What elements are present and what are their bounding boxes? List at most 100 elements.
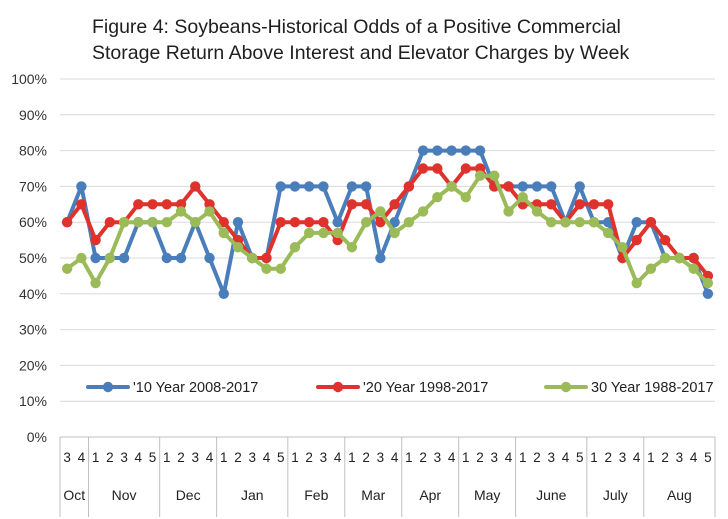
- x-week-label: 2: [305, 450, 313, 465]
- series-3-point: [161, 217, 172, 228]
- series-1-point: [161, 252, 172, 264]
- x-week-label: 5: [277, 450, 285, 465]
- legend-marker-2: [332, 381, 344, 393]
- series-1-point: [289, 181, 301, 192]
- series-2-point: [303, 217, 315, 228]
- series-1-point: [574, 181, 585, 192]
- x-week-label: 1: [462, 450, 470, 465]
- x-week-label: 3: [377, 450, 385, 465]
- series-1-point: [218, 288, 229, 299]
- x-month-label: Feb: [304, 487, 328, 503]
- series-2-point: [346, 199, 358, 210]
- series-1-point: [332, 217, 343, 228]
- y-tick-label: 60%: [19, 214, 47, 230]
- y-axis-ticks: 0% 10% 20% 30% 40% 50% 60% 70% 80% 90% 100%: [11, 71, 47, 445]
- x-week-label: 4: [263, 450, 271, 465]
- series-2-point: [503, 181, 514, 192]
- series-3-point: [531, 206, 543, 217]
- series-1-point: [204, 252, 215, 264]
- series-3-point: [403, 217, 415, 228]
- series-3-point: [588, 217, 600, 228]
- y-tick-label: 10%: [19, 393, 47, 409]
- x-month-label: May: [474, 487, 500, 503]
- series-1-point: [360, 181, 372, 192]
- x-week-label: 1: [647, 450, 655, 465]
- x-week-label: 2: [106, 450, 114, 465]
- series-2-point: [417, 163, 429, 174]
- series-2-point: [218, 217, 229, 228]
- series-3-point: [659, 252, 671, 264]
- x-week-label: 5: [576, 450, 584, 465]
- series-3-point: [603, 227, 614, 239]
- series-2-point: [133, 199, 144, 210]
- series-3-point: [517, 191, 528, 203]
- x-week-label: 1: [220, 450, 228, 465]
- y-tick-label: 20%: [19, 357, 47, 373]
- series-3-point: [674, 252, 685, 264]
- x-month-label: Mar: [361, 487, 385, 503]
- x-week-label: 1: [519, 450, 527, 465]
- x-week-label: 4: [334, 450, 342, 465]
- x-week-label: 2: [533, 450, 541, 465]
- series-3-point: [631, 277, 642, 289]
- series-2-point: [360, 199, 372, 210]
- x-week-label: 3: [547, 450, 555, 465]
- x-week-label: 4: [633, 450, 641, 465]
- series-3-point: [104, 252, 116, 264]
- x-week-label: 1: [291, 450, 299, 465]
- legend-marker-1: [102, 381, 114, 393]
- x-week-label: 4: [690, 450, 698, 465]
- series-3-point: [389, 227, 400, 239]
- x-week-label: 3: [63, 450, 71, 465]
- series-2-point: [147, 199, 158, 210]
- series-3-point: [76, 252, 87, 264]
- series-2-point: [688, 252, 699, 264]
- x-week-label: 3: [120, 450, 128, 465]
- y-tick-label: 40%: [19, 286, 47, 302]
- x-week-label: 5: [149, 450, 157, 465]
- series-3-point: [460, 191, 472, 203]
- series-2-point: [432, 163, 443, 174]
- series-3-point: [346, 242, 358, 253]
- series-line-3: [65, 173, 710, 286]
- series-1-point: [346, 181, 358, 192]
- series-3-point: [546, 217, 557, 228]
- x-week-label: 2: [419, 450, 427, 465]
- x-week-label: 3: [619, 450, 627, 465]
- series-3-point: [133, 217, 144, 228]
- series-1-point: [432, 145, 443, 156]
- series-2-point: [659, 234, 671, 246]
- series-3-point: [303, 227, 315, 239]
- series-3-point: [261, 263, 272, 274]
- series-2-point: [204, 199, 215, 210]
- legend-label-1: '10 Year 2008-2017: [133, 380, 258, 396]
- x-week-label: 2: [362, 450, 370, 465]
- series-1-point: [474, 145, 486, 156]
- series-layer: [61, 145, 714, 299]
- series-2-point: [289, 217, 301, 228]
- x-week-label: 1: [92, 450, 100, 465]
- series-2-point: [574, 199, 585, 210]
- chart-title-line-2: Storage Return Above Interest and Elevat…: [92, 42, 630, 64]
- x-week-label: 2: [177, 450, 185, 465]
- series-1-point: [303, 181, 315, 192]
- series-3-point: [432, 191, 443, 203]
- series-1-point: [417, 145, 429, 156]
- series-3-point: [574, 217, 585, 228]
- series-3-point: [90, 277, 101, 289]
- series-1-point: [275, 181, 286, 192]
- series-3-point: [503, 206, 514, 217]
- series-1-point: [76, 181, 87, 192]
- series-2-point: [190, 181, 201, 192]
- x-week-label: 1: [163, 450, 171, 465]
- legend-label-2: '20 Year 1998-2017: [363, 380, 488, 396]
- series-1-point: [631, 217, 642, 228]
- series-2-point: [61, 217, 73, 228]
- series-2-point: [90, 234, 101, 246]
- series-1-point: [546, 181, 557, 192]
- series-3-point: [617, 242, 628, 253]
- x-month-label: June: [536, 487, 567, 503]
- x-week-label: 2: [604, 450, 612, 465]
- series-1-point: [517, 181, 528, 192]
- y-tick-label: 100%: [11, 71, 47, 87]
